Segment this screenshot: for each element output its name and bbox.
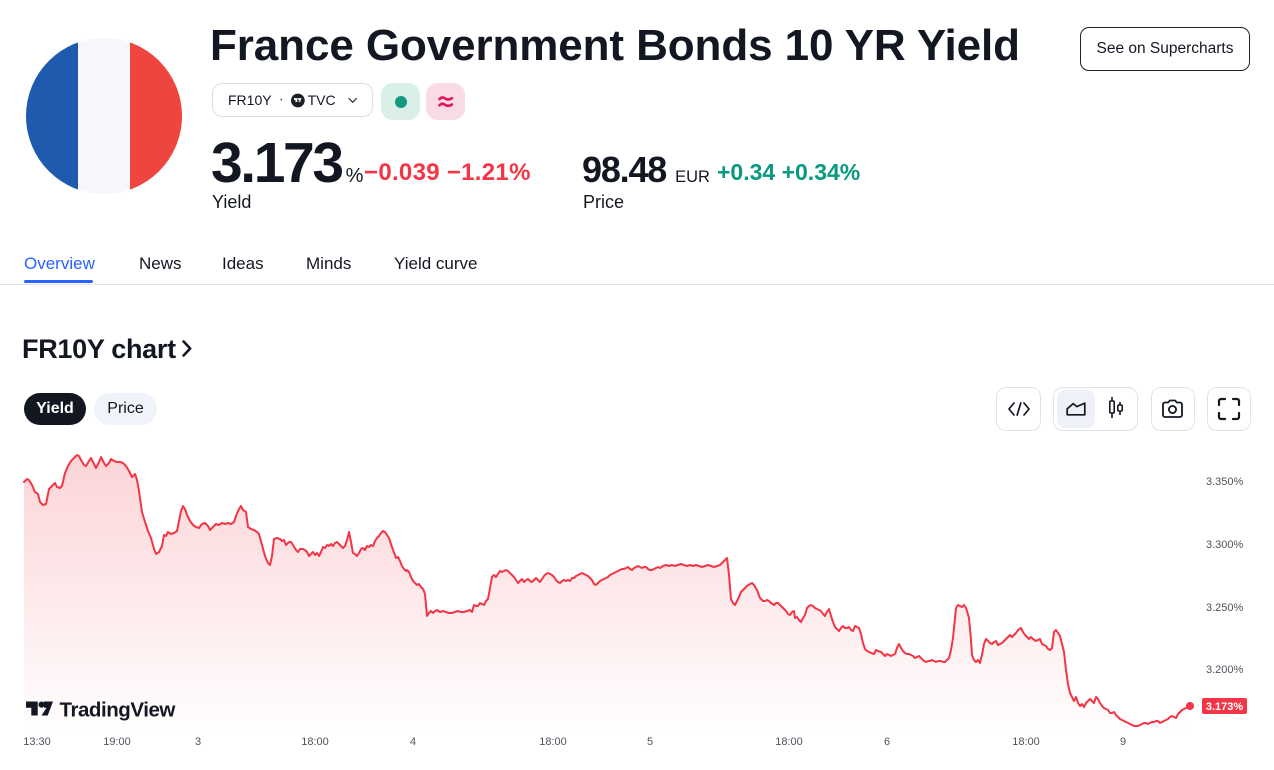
svg-text:18:00: 18:00 (301, 736, 329, 748)
svg-text:3.173%: 3.173% (1206, 701, 1244, 713)
svg-text:19:00: 19:00 (103, 736, 131, 748)
svg-text:3.300%: 3.300% (1206, 539, 1244, 551)
svg-text:4: 4 (410, 736, 416, 748)
svg-text:3.200%: 3.200% (1206, 664, 1244, 676)
svg-text:18:00: 18:00 (539, 736, 567, 748)
svg-text:TradingView: TradingView (60, 699, 176, 722)
svg-text:3.350%: 3.350% (1206, 476, 1244, 488)
svg-text:9: 9 (1120, 736, 1126, 748)
svg-text:13:30: 13:30 (23, 736, 51, 748)
svg-text:18:00: 18:00 (775, 736, 803, 748)
svg-text:3: 3 (195, 736, 201, 748)
svg-text:18:00: 18:00 (1012, 736, 1040, 748)
svg-text:5: 5 (647, 736, 653, 748)
svg-text:6: 6 (884, 736, 890, 748)
svg-text:3.250%: 3.250% (1206, 602, 1244, 614)
